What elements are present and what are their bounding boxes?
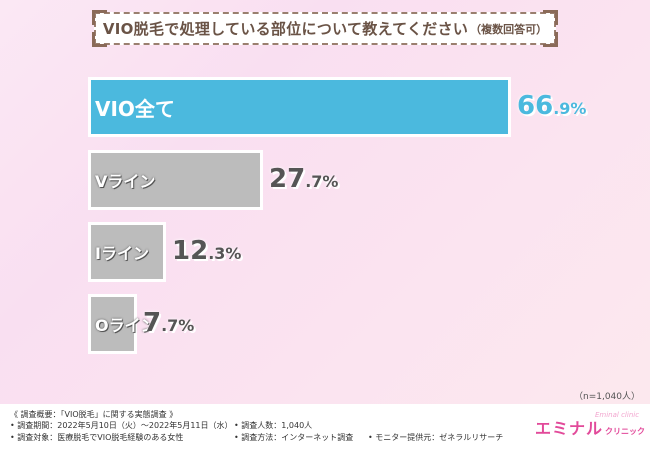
title-corner-decoration — [543, 32, 558, 47]
title-corner-decoration — [92, 32, 107, 47]
survey-count: • 調査人数：1,040人 — [234, 421, 313, 430]
bar-value-label: 66.9% — [517, 91, 587, 121]
bar-category-label: Oライン — [95, 316, 157, 335]
logo-main-text: エミナル — [535, 419, 604, 438]
bar-value-label: 27.7% — [269, 164, 339, 194]
bar-category-label: Iライン — [95, 244, 149, 263]
survey-target: • 調査対象：医療脱毛でVIO脱毛経験のある女性 — [10, 433, 184, 442]
bar-2: Vライン — [88, 150, 263, 210]
bar-category-label: Vライン — [95, 172, 156, 191]
survey-overview: 《 調査概要：「VIO脱毛」に関する実態調査 》 — [10, 410, 178, 419]
eminal-clinic-logo: Eminal clinic エミナル クリニック — [535, 411, 646, 439]
bar-value-label: 12.3% — [172, 236, 242, 266]
bar-4: Oライン — [88, 294, 157, 354]
survey-footer: 《 調査概要：「VIO脱毛」に関する実態調査 》 • 調査期間：2022年5月1… — [0, 404, 650, 450]
bar-3: Iライン — [88, 222, 166, 282]
survey-provider: • モニター提供元：ゼネラルリサーチ — [368, 433, 504, 442]
title-corner-decoration — [543, 10, 558, 25]
chart-title-box: VIO脱毛で処理している部位について教えてください （複数回答可） — [92, 10, 558, 47]
chart-title: VIO脱毛で処理している部位について教えてください — [102, 20, 469, 38]
bar-value-label: 7.7% — [143, 308, 195, 338]
logo-sub-text: クリニック — [605, 427, 646, 436]
logo-script-text: Eminal clinic — [595, 411, 640, 419]
bar-category-label: VIO全て — [95, 96, 175, 121]
chart-title-suffix: （複数回答可） — [470, 22, 548, 36]
sample-size-label: （n=1,040人） — [573, 392, 640, 402]
survey-method: • 調査方法：インターネット調査 — [234, 433, 354, 442]
bar-1: VIO全て — [88, 77, 511, 137]
title-corner-decoration — [92, 10, 107, 25]
survey-period: • 調査期間：2022年5月10日（火）～2022年5月11日（水） — [10, 421, 233, 430]
